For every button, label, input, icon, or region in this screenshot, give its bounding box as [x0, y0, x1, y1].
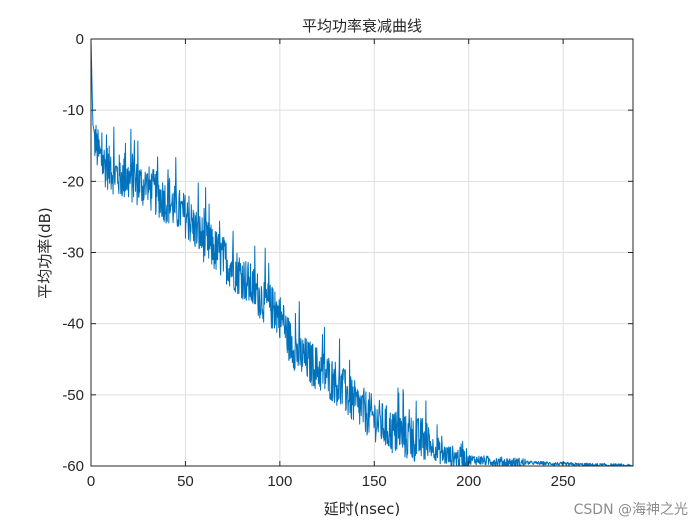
- x-tick-label: 250: [551, 473, 576, 490]
- tick-labels: 0 50 100 150 200 250 0 -10 -20 -30 -40 -50 -60: [62, 31, 575, 490]
- x-tick-label: 150: [362, 473, 387, 490]
- x-tick-label: 200: [456, 473, 481, 490]
- x-tick-label: 100: [267, 473, 292, 490]
- y-tick-label: -60: [62, 458, 84, 475]
- watermark: CSDN @海神之光: [573, 502, 688, 518]
- y-tick-label: -10: [62, 102, 84, 119]
- y-tick-label: -30: [62, 245, 84, 262]
- series-line: [90, 38, 634, 467]
- x-axis-label: 延时(nsec): [324, 500, 401, 518]
- y-tick-label: 0: [76, 31, 84, 48]
- x-tick-label: 0: [87, 473, 95, 490]
- y-axis-label: 平均功率(dB): [36, 207, 54, 299]
- grid-lines: [90, 38, 633, 467]
- x-tick-label: 50: [177, 473, 194, 490]
- axis-ticks: [90, 38, 633, 467]
- chart-title: 平均功率衰减曲线: [302, 17, 422, 35]
- y-tick-label: -40: [62, 316, 84, 333]
- y-tick-label: -20: [62, 173, 84, 190]
- y-tick-label: -50: [62, 387, 84, 404]
